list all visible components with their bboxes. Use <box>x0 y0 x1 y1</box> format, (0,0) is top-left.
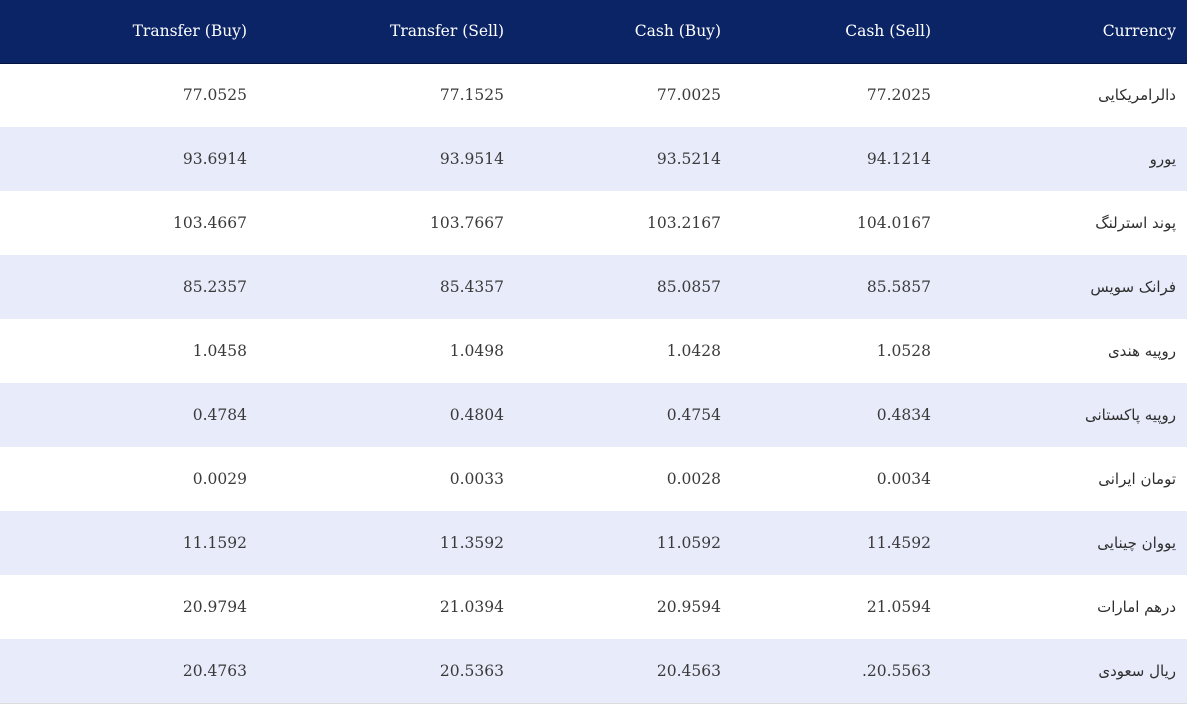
transfer-buy-cell: 1.0458 <box>192 342 247 360</box>
cash-sell-cell: 85.5857 <box>866 278 931 296</box>
table-row: 103.4667 103.7667 103.2167 104.0167 پوند… <box>0 191 1187 255</box>
transfer-sell-cell: 77.1525 <box>439 86 504 105</box>
transfer-sell-cell: 103.7667 <box>430 214 504 232</box>
table-row: 11.1592 11.3592 11.0592 11.4592 یووان چی… <box>0 511 1187 575</box>
currency-name-cell: فرانک سویس <box>1090 278 1176 296</box>
transfer-buy-cell: 20.4763 <box>0 639 247 704</box>
transfer-buy-cell: 0.0029 <box>192 470 247 488</box>
transfer-sell-cell: 0.0033 <box>449 470 504 488</box>
transfer-sell-cell: 11.3592 <box>439 534 504 552</box>
cash-sell-cell: 0.4834 <box>876 406 931 424</box>
table-row: 20.4763 20.5363 20.4563 .20.5563 ریال سع… <box>0 639 1187 704</box>
transfer-sell-cell: 21.0394 <box>439 598 504 616</box>
currency-name-cell: تومان ایرانی <box>1098 470 1176 488</box>
transfer-buy-cell: 11.1592 <box>182 534 247 552</box>
cash-sell-cell: 11.4592 <box>866 534 931 552</box>
header-row: Transfer (Buy) Transfer (Sell) Cash (Buy… <box>0 0 1187 64</box>
transfer-buy-cell: 20.9794 <box>182 598 247 616</box>
table-row: 20.9794 21.0394 20.9594 21.0594 درهم اما… <box>0 575 1187 639</box>
cash-sell-cell: 0.0034 <box>876 470 931 488</box>
transfer-buy-cell: 85.2357 <box>182 278 247 296</box>
cash-buy-cell: 77.0025 <box>656 86 721 105</box>
table-row: 85.2357 85.4357 85.0857 85.5857 فرانک سو… <box>0 255 1187 319</box>
header-currency: Currency <box>931 0 1187 64</box>
header-cash-sell: Cash (Sell) <box>721 0 931 64</box>
transfer-buy-cell: 0.4784 <box>192 406 247 424</box>
cash-buy-cell: 0.0028 <box>666 470 721 488</box>
transfer-buy-cell: 93.6914 <box>182 150 247 168</box>
transfer-sell-cell: 85.4357 <box>439 278 504 296</box>
table-row: 0.0029 0.0033 0.0028 0.0034 تومان ایرانی <box>0 447 1187 511</box>
currency-name-cell: یووان چینایی <box>1097 534 1176 552</box>
currency-name-cell: یورو <box>1149 150 1176 168</box>
cash-buy-cell: 0.4754 <box>666 406 721 424</box>
cash-buy-cell: 11.0592 <box>656 534 721 552</box>
table-row: 0.4784 0.4804 0.4754 0.4834 روپیه پاکستا… <box>0 383 1187 447</box>
cash-buy-cell: 20.4563 <box>504 639 721 704</box>
transfer-sell-cell: 20.5363 <box>247 639 504 704</box>
cash-sell-cell: 94.1214 <box>866 150 931 168</box>
cash-sell-cell: 21.0594 <box>866 598 931 616</box>
header-transfer-buy: Transfer (Buy) <box>0 0 247 64</box>
table-row: 93.6914 93.9514 93.5214 94.1214 یورو <box>0 127 1187 191</box>
header-transfer-sell: Transfer (Sell) <box>247 0 504 64</box>
cash-sell-cell: .20.5563 <box>721 639 931 704</box>
table-row: 1.0458 1.0498 1.0428 1.0528 روپیه هندی <box>0 319 1187 383</box>
header-cash-buy: Cash (Buy) <box>504 0 721 64</box>
currency-name-cell: دالرامریکایی <box>1098 86 1176 105</box>
transfer-sell-cell: 93.9514 <box>439 150 504 168</box>
currency-name-cell: ریال سعودی <box>931 639 1187 704</box>
cash-buy-cell: 20.9594 <box>656 598 721 616</box>
currency-name-cell: پوند استرلنگ <box>1095 214 1176 232</box>
currency-name-cell: روپیه پاکستانی <box>1084 406 1176 424</box>
cash-sell-cell: 104.0167 <box>857 214 931 232</box>
currency-name-cell: درهم امارات <box>1097 598 1176 616</box>
transfer-buy-cell: 103.4667 <box>173 214 247 232</box>
cash-buy-cell: 103.2167 <box>647 214 721 232</box>
cash-buy-cell: 85.0857 <box>656 278 721 296</box>
transfer-sell-cell: 0.4804 <box>449 406 504 424</box>
transfer-buy-cell: 77.0525 <box>182 86 247 105</box>
table-body: 77.0525 77.1525 77.0025 77.2025 دالرامری… <box>0 63 1187 704</box>
table-row: 77.0525 77.1525 77.0025 77.2025 دالرامری… <box>0 63 1187 127</box>
cash-sell-cell: 77.2025 <box>866 86 931 105</box>
table-header: Transfer (Buy) Transfer (Sell) Cash (Buy… <box>0 0 1187 64</box>
currency-name-cell: روپیه هندی <box>1107 342 1176 360</box>
cash-buy-cell: 1.0428 <box>666 342 721 360</box>
cash-buy-cell: 93.5214 <box>656 150 721 168</box>
transfer-sell-cell: 1.0498 <box>449 342 504 360</box>
cash-sell-cell: 1.0528 <box>876 342 931 360</box>
